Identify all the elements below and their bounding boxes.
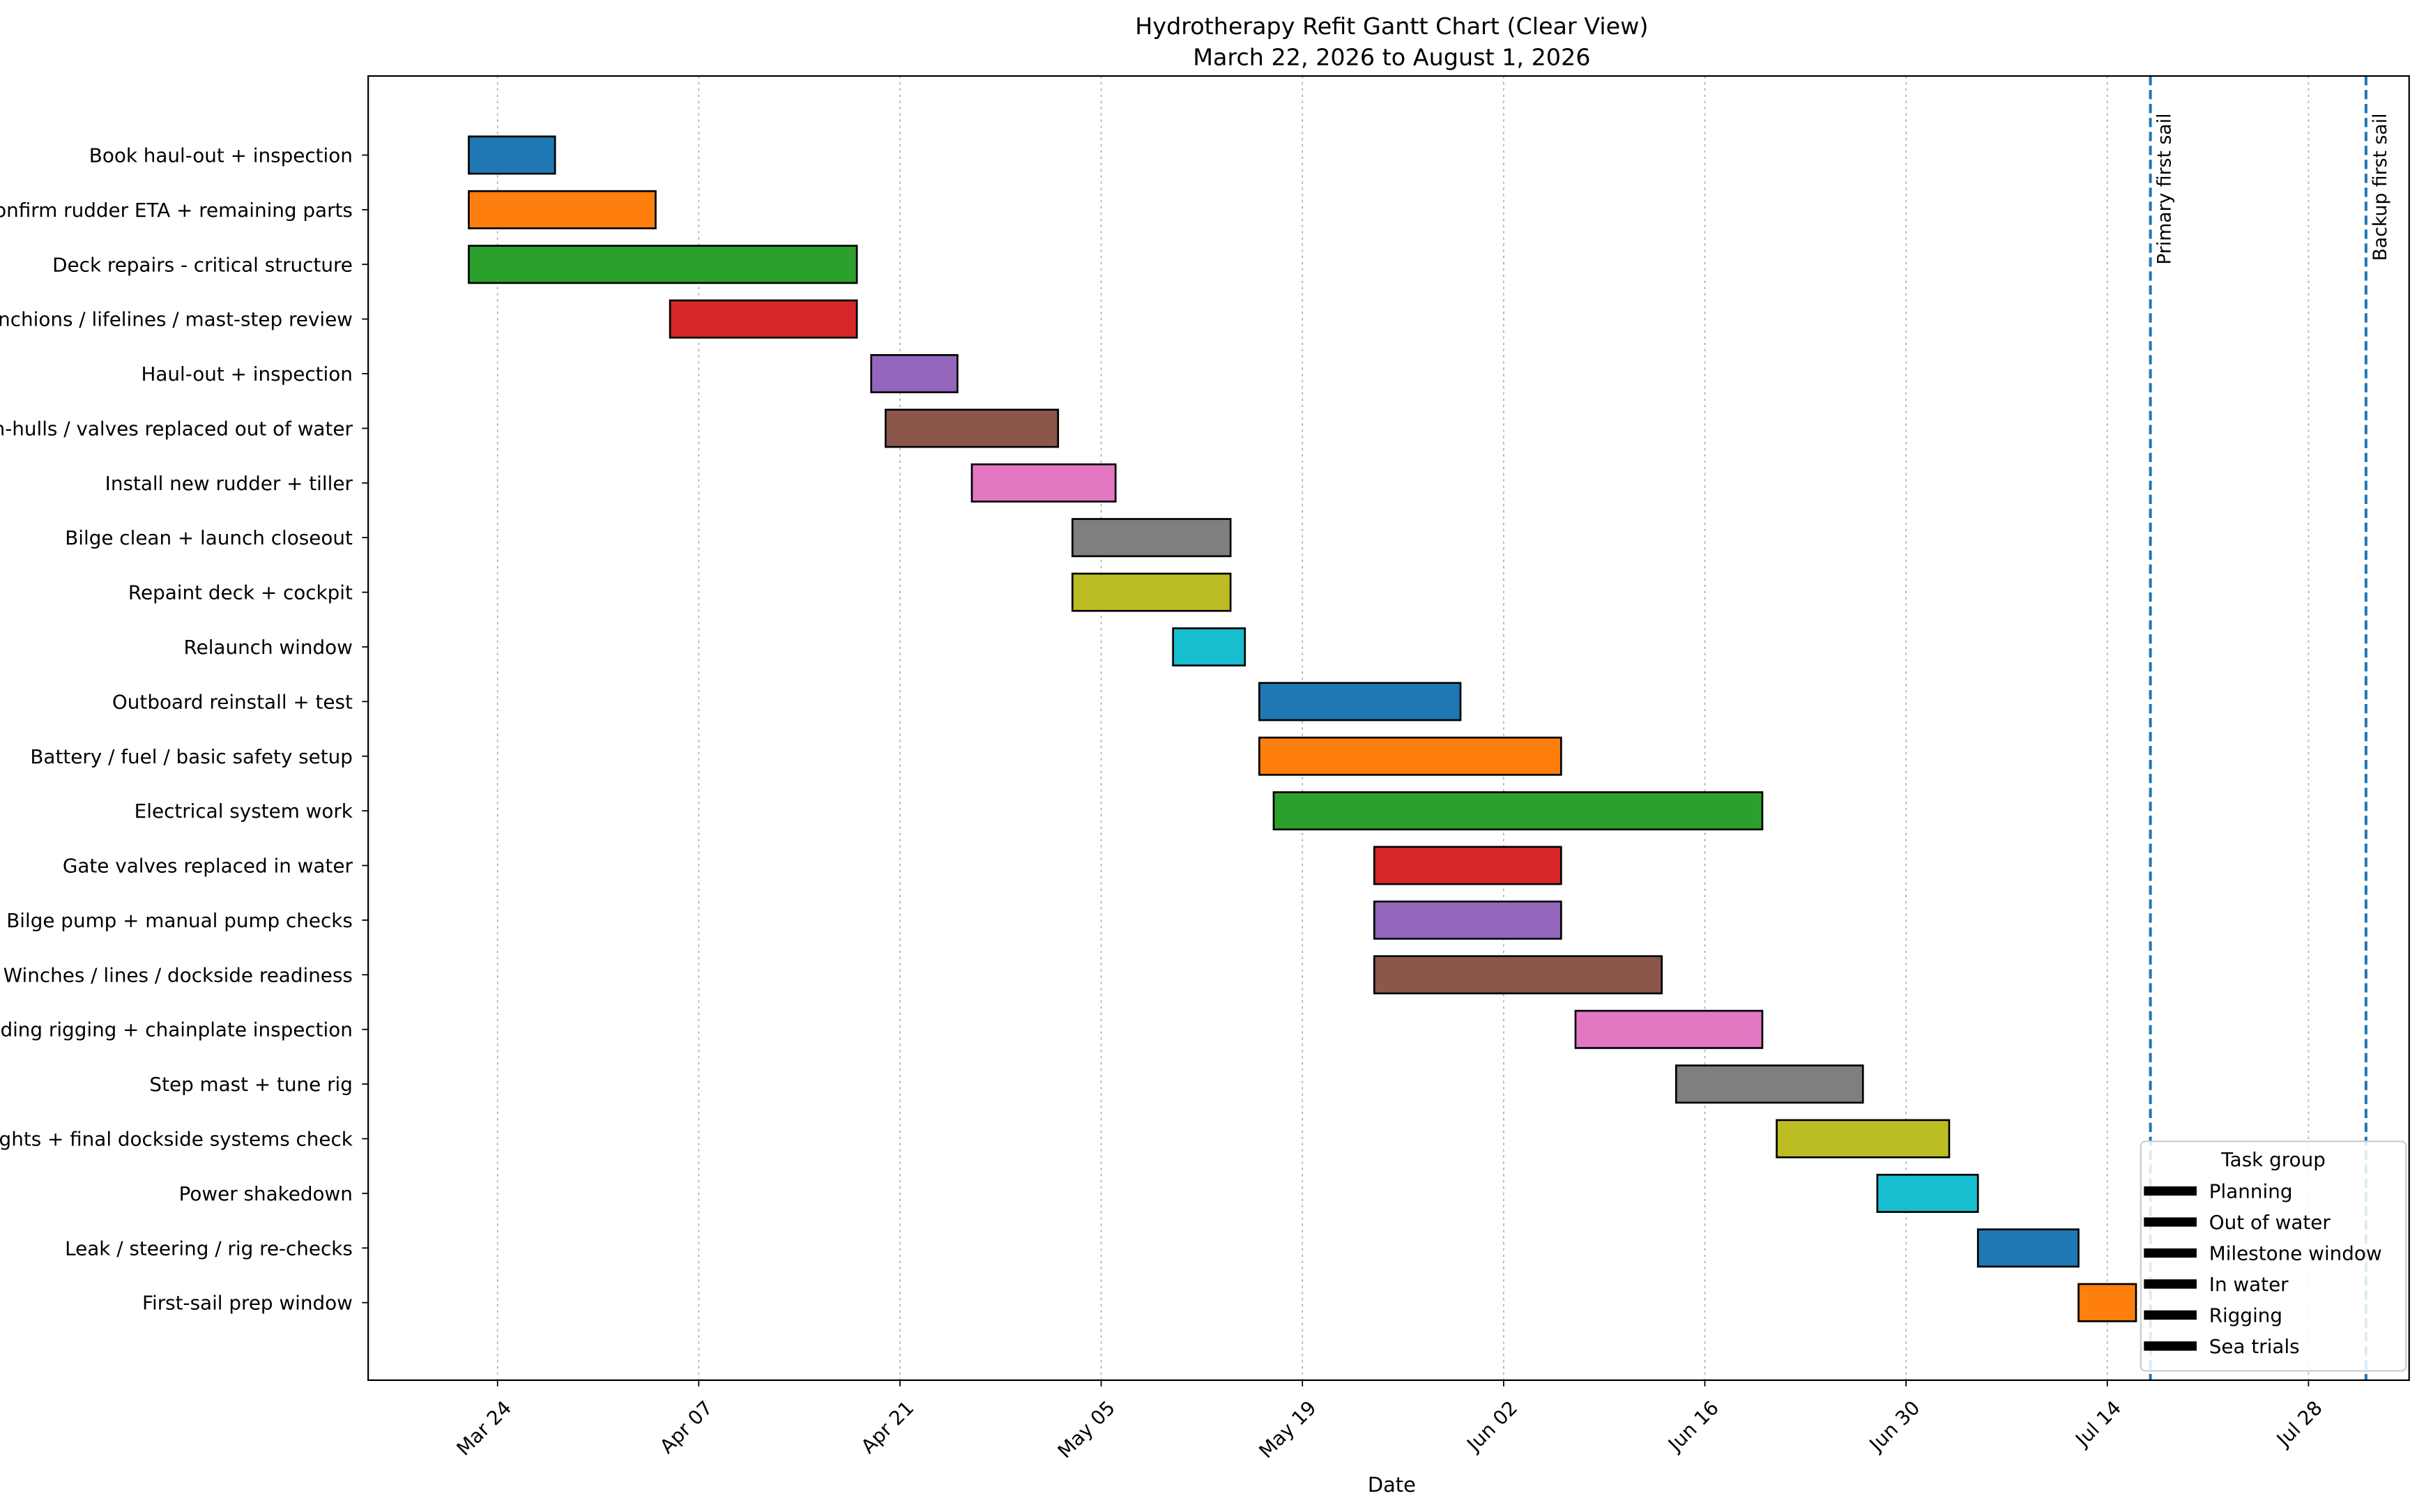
task-bar bbox=[1258, 682, 1462, 721]
task-bar bbox=[1071, 572, 1232, 612]
y-tick-label: Outboard reinstall + test bbox=[112, 690, 353, 713]
legend-label: Milestone window bbox=[2209, 1242, 2382, 1265]
y-tick-label: Bilge pump + manual pump checks bbox=[6, 909, 353, 932]
task-bar bbox=[669, 299, 858, 339]
y-tick-label: Confirm rudder ETA + remaining parts bbox=[0, 199, 353, 222]
task-bar bbox=[468, 245, 858, 284]
y-tick-label: Electrical system work bbox=[135, 800, 353, 823]
legend-label: In water bbox=[2209, 1273, 2289, 1296]
y-tick-label: Deck repairs - critical structure bbox=[52, 253, 353, 276]
y-tick-label: Power shakedown bbox=[179, 1182, 353, 1205]
task-bar bbox=[1172, 627, 1246, 667]
legend-label: Planning bbox=[2209, 1180, 2293, 1203]
x-axis-label: Date bbox=[1368, 1473, 1416, 1497]
y-tick-label: Repaint deck + cockpit bbox=[128, 581, 353, 604]
legend-label: Sea trials bbox=[2209, 1335, 2300, 1358]
task-bar bbox=[1776, 1119, 1951, 1159]
task-bar bbox=[2077, 1283, 2137, 1322]
task-bar bbox=[1976, 1228, 2080, 1268]
y-tick-label: Gate valves replaced in water bbox=[63, 855, 353, 878]
task-bar bbox=[885, 408, 1060, 448]
y-tick-label: Book haul-out + inspection bbox=[89, 144, 353, 167]
task-bar bbox=[1373, 846, 1562, 885]
y-tick-label: Install new rudder + tiller bbox=[105, 472, 353, 495]
task-bar bbox=[1258, 736, 1562, 776]
y-tick-label: Haul-out + inspection bbox=[141, 362, 352, 385]
chart-title: Hydrotherapy Refit Gantt Chart (Clear Vi… bbox=[1135, 13, 1648, 40]
task-bar bbox=[1574, 1009, 1764, 1049]
y-tick-label: Standing rigging + chainplate inspection bbox=[0, 1018, 353, 1041]
task-bar bbox=[1876, 1173, 1979, 1213]
y-tick-label: Nav lights + final dockside systems chec… bbox=[0, 1128, 353, 1151]
task-bar bbox=[1373, 900, 1562, 940]
y-tick-label: Winches / lines / dockside readiness bbox=[3, 963, 353, 986]
y-tick-label: First-sail prep window bbox=[142, 1292, 353, 1315]
y-tick-label: Step mast + tune rig bbox=[149, 1073, 352, 1096]
legend-label: Out of water bbox=[2209, 1211, 2331, 1234]
y-tick-label: Battery / fuel / basic safety setup bbox=[30, 745, 353, 768]
task-bar bbox=[1373, 955, 1663, 995]
y-tick-label: Stanchions / lifelines / mast-step revie… bbox=[0, 308, 353, 331]
task-bar bbox=[1675, 1064, 1864, 1104]
task-bar bbox=[468, 190, 657, 229]
milestone-label: Backup first sail bbox=[2370, 113, 2391, 261]
y-tick-label: Relaunch window bbox=[184, 636, 353, 659]
plot-frame bbox=[367, 75, 2410, 1382]
legend-label: Rigging bbox=[2209, 1304, 2282, 1327]
y-tick-label: Through-hulls / valves replaced out of w… bbox=[0, 417, 353, 440]
task-bar bbox=[970, 463, 1117, 503]
y-tick-label: Leak / steering / rig re-checks bbox=[65, 1237, 353, 1260]
milestone-label: Primary first sail bbox=[2154, 113, 2176, 264]
legend-box bbox=[2140, 1140, 2407, 1372]
task-bar bbox=[870, 353, 959, 394]
task-bar bbox=[468, 135, 556, 175]
chart-subtitle: March 22, 2026 to August 1, 2026 bbox=[1193, 43, 1590, 70]
task-bar bbox=[1071, 518, 1232, 558]
legend-title: Task group bbox=[2220, 1148, 2326, 1171]
task-bar bbox=[1272, 791, 1764, 831]
y-tick-label: Bilge clean + launch closeout bbox=[65, 526, 353, 549]
